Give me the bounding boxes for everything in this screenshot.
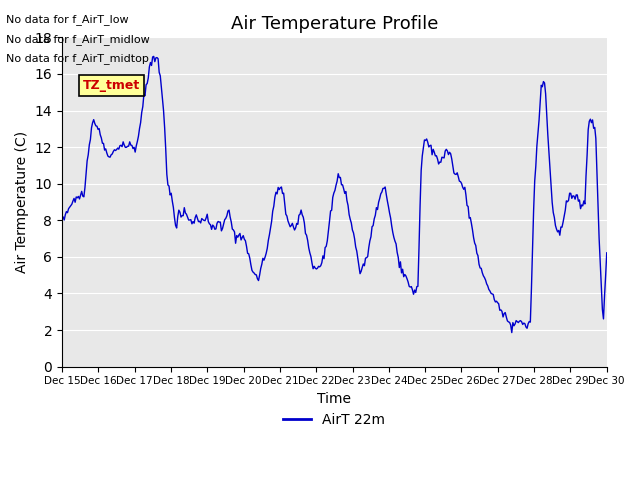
Text: TZ_tmet: TZ_tmet (83, 79, 140, 92)
Text: No data for f_AirT_midtop: No data for f_AirT_midtop (6, 53, 149, 64)
Text: No data for f_AirT_midlow: No data for f_AirT_midlow (6, 34, 150, 45)
X-axis label: Time: Time (317, 392, 351, 406)
Text: No data for f_AirT_low: No data for f_AirT_low (6, 14, 129, 25)
Title: Air Temperature Profile: Air Temperature Profile (230, 15, 438, 33)
Y-axis label: Air Termperature (C): Air Termperature (C) (15, 131, 29, 273)
Legend: AirT 22m: AirT 22m (278, 407, 391, 432)
